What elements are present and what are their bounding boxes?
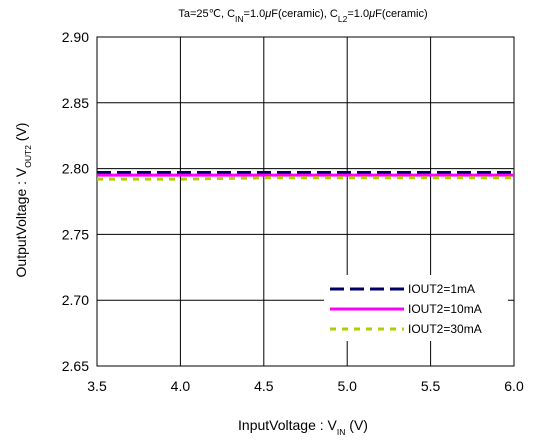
legend-label: IOUT2=30mA: [408, 322, 482, 336]
text-part: L2: [338, 14, 348, 24]
x-tick-label: 5.0: [337, 378, 357, 394]
y-tick-label: 2.90: [62, 29, 89, 45]
series-lines: [97, 171, 514, 181]
series-line: [97, 176, 514, 181]
text-part: (V): [345, 417, 368, 433]
text-part: (V): [13, 123, 29, 146]
legend-label: IOUT2=1mA: [408, 282, 475, 296]
y-tick-label: 2.70: [62, 292, 89, 308]
y-tick-labels: 2.65 2.70 2.75 2.80 2.85 2.90: [62, 29, 89, 374]
x-tick-label: 4.0: [171, 378, 191, 394]
x-tick-label: 6.0: [504, 378, 524, 394]
text-part: μ: [264, 8, 271, 20]
text-part: Ta=25℃, C: [178, 8, 235, 20]
text-part: F(ceramic): [375, 8, 428, 20]
grid: [97, 37, 514, 366]
chart-title: Ta=25℃, CIN=1.0μF(ceramic), CL2=1.0μF(ce…: [178, 8, 427, 24]
text-part: IN: [337, 427, 346, 437]
y-tick-label: 2.65: [62, 358, 89, 374]
y-tick-label: 2.85: [62, 95, 89, 111]
y-axis-label: OutputVoltage : VOUT2 (V): [13, 123, 33, 278]
x-tick-label: 4.5: [254, 378, 274, 394]
x-tick-label: 5.5: [421, 378, 441, 394]
text-part: OUT2: [23, 145, 33, 168]
text-part: μ: [368, 8, 375, 20]
legend: IOUT2=1mA IOUT2=10mA IOUT2=30mA: [324, 275, 508, 341]
x-tick-labels: 3.5 4.0 4.5 5.0 5.5 6.0: [87, 378, 524, 394]
legend-label: IOUT2=10mA: [408, 302, 482, 316]
text-part: =1.0: [347, 8, 369, 20]
text-part: IN: [235, 14, 244, 24]
y-tick-label: 2.75: [62, 226, 89, 242]
text-part: OutputVoltage : V: [13, 167, 29, 277]
x-axis-label: InputVoltage : VIN (V): [238, 417, 368, 437]
text-part: =1.0: [244, 8, 266, 20]
text-part: F(ceramic), C: [271, 8, 338, 20]
y-tick-label: 2.80: [62, 161, 89, 177]
plot-area: [96, 36, 515, 367]
x-tick-label: 3.5: [87, 378, 107, 394]
text-part: InputVoltage : V: [238, 417, 338, 433]
